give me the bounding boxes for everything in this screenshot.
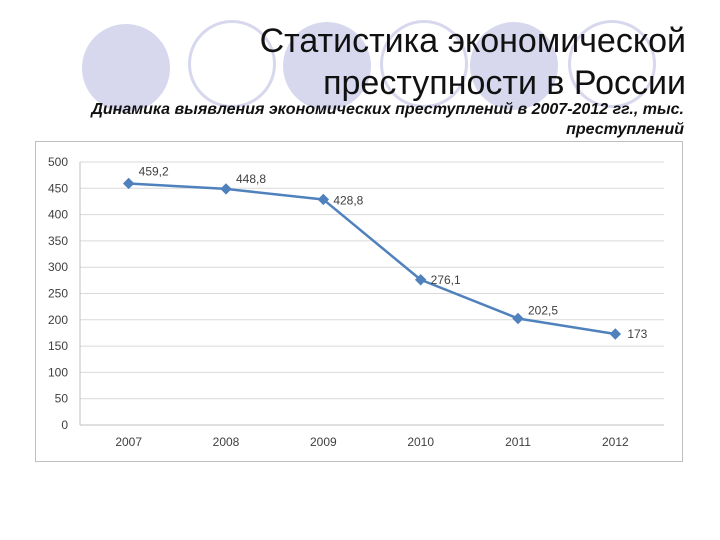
- chart-title: Динамика выявления экономических преступ…: [91, 101, 684, 138]
- x-tick-label: 2009: [310, 435, 337, 449]
- chart-area: 0 50 100 150 200 250 300 350 400 450 500 2007 2008 20…: [35, 141, 683, 462]
- y-tick-label: 400: [48, 208, 68, 222]
- data-label: 276,1: [431, 273, 461, 287]
- decorative-circle-outline: [568, 20, 656, 108]
- data-label: 459,2: [139, 164, 169, 178]
- x-tick-label: 2008: [213, 435, 240, 449]
- line-chart: 0 50 100 150 200 250 300 350 400 450 500 2007 2008 20…: [48, 155, 664, 449]
- series-line: [127, 182, 617, 336]
- decorative-circle-filled: [470, 22, 558, 110]
- data-point-marker: [122, 177, 135, 190]
- data-label: 173: [627, 327, 647, 341]
- y-tick-label: 0: [61, 418, 68, 432]
- data-label: 202,5: [528, 303, 558, 317]
- y-tick-label: 450: [48, 181, 68, 195]
- decorative-circle-filled: [82, 24, 170, 112]
- y-tick-label: 200: [48, 313, 68, 327]
- y-tick-label: 100: [48, 365, 68, 379]
- data-point-marker: [220, 183, 232, 195]
- x-tick-label: 2011: [505, 435, 531, 449]
- data-label: 428,8: [333, 193, 363, 207]
- y-tick-label: 300: [48, 260, 68, 274]
- y-tick-label: 500: [48, 155, 68, 169]
- data-point-marker: [317, 193, 330, 206]
- y-tick-label: 350: [48, 234, 68, 248]
- slide-title: Статистика экономической преступности в …: [259, 22, 686, 102]
- x-tick-label: 2010: [407, 435, 434, 449]
- data-point-marker: [512, 312, 524, 325]
- decorative-circle-outline: [380, 20, 468, 108]
- y-tick-label: 250: [48, 287, 68, 301]
- decorative-circle-outline: [188, 20, 276, 108]
- x-tick-label: 2012: [602, 435, 629, 449]
- data-point-marker: [609, 328, 622, 340]
- y-tick-label: 150: [48, 339, 68, 353]
- x-tick-label: 2007: [115, 435, 142, 449]
- decorative-circle-filled: [283, 22, 371, 110]
- data-point-marker: [414, 274, 427, 286]
- y-tick-label: 50: [55, 392, 69, 406]
- data-label: 448,8: [236, 172, 266, 186]
